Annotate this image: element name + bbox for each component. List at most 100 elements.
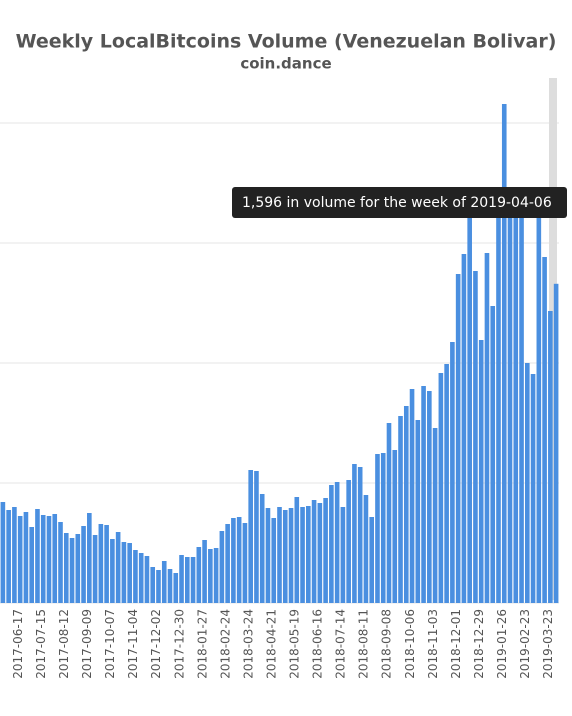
bar bbox=[63, 533, 69, 603]
bar bbox=[507, 218, 513, 603]
bar bbox=[300, 507, 305, 603]
bar bbox=[392, 450, 398, 603]
bar bbox=[277, 507, 282, 603]
x-tick-label: 2017-06-17 bbox=[11, 609, 25, 679]
bar bbox=[219, 531, 225, 603]
bar bbox=[173, 573, 179, 603]
bar bbox=[179, 555, 184, 603]
bars bbox=[0, 104, 559, 603]
x-tick-label: 2017-08-12 bbox=[57, 609, 71, 679]
bar bbox=[156, 570, 161, 603]
x-tick-label: 2018-11-03 bbox=[426, 609, 440, 679]
tooltip-text: 1,596 in volume for the week of 2019-04-… bbox=[242, 195, 552, 211]
bar bbox=[242, 523, 248, 603]
x-tick-label: 2018-07-14 bbox=[334, 609, 348, 679]
x-tick-label: 2017-12-02 bbox=[149, 609, 163, 679]
bar bbox=[432, 428, 438, 603]
bar bbox=[375, 454, 380, 603]
bar bbox=[17, 516, 23, 603]
bar bbox=[115, 532, 121, 603]
bar bbox=[69, 538, 75, 603]
bar bbox=[490, 306, 496, 603]
bar bbox=[236, 517, 242, 603]
bar bbox=[536, 211, 542, 603]
x-axis: 2017-06-17 2017-07-15 2017-08-12 2017-09-09… bbox=[11, 609, 555, 679]
x-tick-label: 2018-09-08 bbox=[380, 609, 394, 679]
bar bbox=[427, 391, 432, 603]
x-tick-label: 2018-05-19 bbox=[288, 609, 302, 679]
tooltip: 1,596 in volume for the week of 2019-04-… bbox=[232, 187, 567, 218]
bar bbox=[138, 553, 144, 603]
bar bbox=[208, 549, 213, 603]
bar bbox=[386, 423, 392, 603]
bar bbox=[438, 373, 444, 603]
bar bbox=[519, 211, 524, 603]
bar bbox=[415, 420, 421, 603]
bar bbox=[496, 211, 501, 603]
x-tick-label: 2018-10-06 bbox=[403, 609, 417, 679]
bar bbox=[461, 254, 467, 603]
bar bbox=[0, 502, 6, 603]
hover-band bbox=[549, 78, 557, 600]
x-tick-label: 2017-10-07 bbox=[103, 609, 117, 679]
bar bbox=[58, 522, 63, 603]
x-tick-label: 2019-02-23 bbox=[518, 609, 532, 679]
bar bbox=[484, 253, 490, 603]
x-tick-label: 2018-02-24 bbox=[218, 609, 232, 679]
tooltip-box bbox=[232, 187, 567, 218]
bar bbox=[334, 482, 340, 603]
bar bbox=[150, 567, 156, 603]
x-tick-label: 2017-07-15 bbox=[34, 609, 48, 679]
bar bbox=[46, 516, 52, 603]
bar bbox=[213, 548, 219, 603]
bar bbox=[450, 342, 455, 603]
bar bbox=[12, 507, 17, 603]
x-tick-label: 2019-03-23 bbox=[541, 609, 555, 679]
bar bbox=[225, 524, 230, 603]
chart-subtitle: coin.dance bbox=[240, 55, 331, 73]
bar bbox=[231, 518, 236, 603]
bar bbox=[40, 515, 46, 603]
bar bbox=[294, 497, 300, 603]
bar bbox=[357, 467, 363, 603]
x-tick-label: 2018-12-01 bbox=[449, 609, 463, 679]
bar bbox=[23, 512, 29, 603]
bar bbox=[29, 527, 35, 603]
bar bbox=[104, 525, 109, 603]
bar bbox=[421, 386, 426, 603]
bar bbox=[248, 470, 253, 603]
bar bbox=[87, 513, 92, 603]
bar bbox=[311, 500, 317, 603]
bar bbox=[323, 498, 328, 603]
bar bbox=[127, 543, 132, 603]
bar bbox=[473, 271, 478, 603]
x-tick-label: 2018-01-27 bbox=[195, 609, 209, 679]
bar bbox=[110, 539, 115, 603]
bar bbox=[501, 104, 507, 603]
bar bbox=[259, 494, 265, 603]
bar bbox=[190, 557, 196, 603]
bar bbox=[98, 524, 104, 603]
bar bbox=[530, 374, 536, 603]
bar bbox=[548, 311, 553, 603]
bar bbox=[52, 514, 58, 603]
x-tick-label: 2018-04-21 bbox=[264, 609, 278, 679]
bar bbox=[271, 518, 277, 603]
bar bbox=[133, 550, 138, 603]
x-tick-label: 2017-12-30 bbox=[172, 609, 186, 679]
bar bbox=[202, 540, 207, 603]
bar bbox=[6, 510, 11, 603]
bar bbox=[542, 257, 547, 603]
bar bbox=[455, 274, 461, 603]
x-tick-label: 2018-03-24 bbox=[241, 609, 255, 679]
bar bbox=[340, 507, 346, 603]
bar bbox=[144, 556, 150, 603]
bar bbox=[265, 508, 271, 603]
bar bbox=[363, 495, 369, 603]
x-tick-label: 2018-12-29 bbox=[472, 609, 486, 679]
bar bbox=[409, 389, 415, 603]
bar bbox=[75, 534, 81, 603]
bar bbox=[81, 526, 86, 603]
bar bbox=[403, 406, 409, 603]
